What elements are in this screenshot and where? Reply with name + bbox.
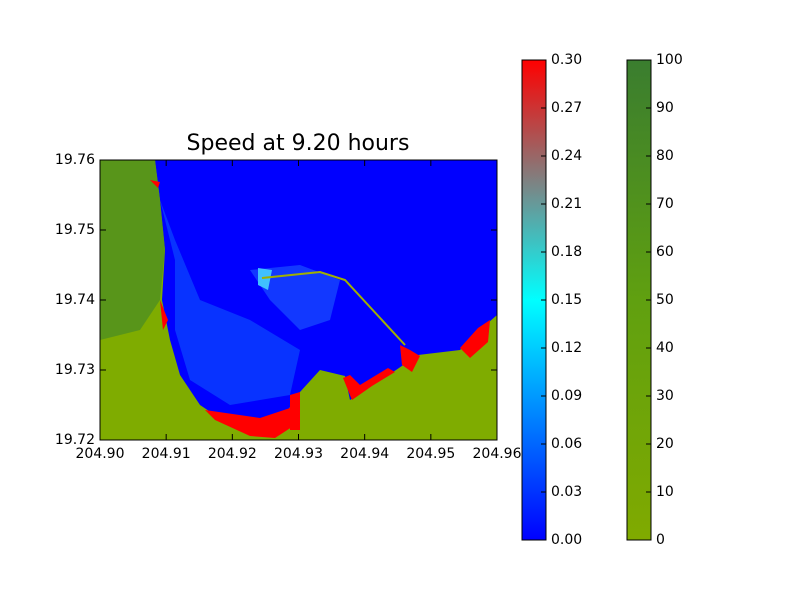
colorbar-tick-label: 20 [656, 436, 674, 452]
shore-red [205, 408, 295, 438]
shore-red [343, 368, 395, 400]
colorbar-tick-label: 0.09 [551, 388, 582, 404]
shore-red [400, 345, 420, 372]
colorbar-tick-label: 0.06 [551, 436, 582, 452]
colorbar-tick-label: 0 [656, 532, 665, 548]
y-tick-label: 19.74 [55, 292, 95, 308]
chart-title: Speed at 9.20 hours [187, 131, 410, 156]
colorbar-tick-label: 40 [656, 340, 674, 356]
colorbar-tick-label: 0.30 [551, 52, 582, 68]
colorbar-tick-label: 10 [656, 484, 674, 500]
y-tick-label: 19.76 [55, 152, 95, 168]
colorbar-tick-label: 100 [656, 52, 683, 68]
colorbar-tick-label: 80 [656, 148, 674, 164]
x-tick-label: 204.91 [142, 446, 191, 462]
colorbar-tick-label: 0.15 [551, 292, 582, 308]
y-tick-label: 19.72 [55, 432, 95, 448]
colorbar-tick-label: 50 [656, 292, 674, 308]
land-high [100, 160, 165, 340]
land [100, 160, 497, 440]
colorbar-tick-label: 0.24 [551, 148, 582, 164]
colorbar-tick-label: 0.21 [551, 196, 582, 212]
breakwater [261, 270, 406, 346]
x-tick-label: 204.95 [406, 446, 455, 462]
colorbar-tick-label: 0.27 [551, 100, 582, 116]
colorbar-tick-label: 0.12 [551, 340, 582, 356]
y-tick-label: 19.73 [55, 362, 95, 378]
colorbar-tick-label: 60 [656, 244, 674, 260]
shore-red [290, 392, 300, 430]
colorbar-tick-label: 0.18 [551, 244, 582, 260]
x-tick-label: 204.90 [76, 446, 125, 462]
x-tick-label: 204.94 [340, 446, 389, 462]
shore-red [460, 320, 490, 358]
colorbar-tick-label: 70 [656, 196, 674, 212]
shallow [258, 268, 272, 290]
x-tick-label: 204.92 [208, 446, 257, 462]
x-tick-label: 204.96 [473, 446, 522, 462]
water-shading [160, 200, 300, 405]
colorbar-tick-label: 0.00 [551, 532, 582, 548]
colorbar-tick-label: 30 [656, 388, 674, 404]
colorbar-tick-label: 90 [656, 100, 674, 116]
map-image [100, 160, 497, 440]
water-shading [250, 265, 340, 330]
colorbar-tick-label: 0.03 [551, 484, 582, 500]
y-tick-label: 19.75 [55, 222, 95, 238]
x-tick-label: 204.93 [274, 446, 323, 462]
